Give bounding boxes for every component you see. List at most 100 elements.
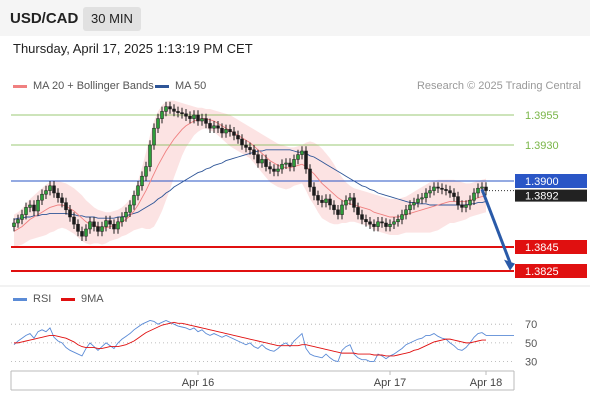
chart-header: USD/CAD 30 MIN (0, 0, 590, 36)
candle-body (320, 199, 324, 203)
candle-body (216, 125, 220, 129)
candle-body (360, 214, 364, 220)
candle-body (88, 221, 92, 230)
pivot-label-top: 1.3900 (525, 176, 559, 188)
candle-body (128, 204, 132, 213)
candle-body (16, 219, 20, 224)
candle-body (444, 189, 448, 191)
chart-datetime: Thursday, April 17, 2025 1:13:19 PM CET (13, 41, 253, 56)
candle-body (176, 111, 180, 113)
candle-body (64, 202, 68, 211)
candle-body (456, 196, 460, 206)
candle-body (168, 106, 172, 110)
copyright-text: Research © 2025 Trading Central (416, 80, 581, 92)
candle-body (124, 211, 128, 218)
candle-body (104, 220, 108, 227)
candle-body (200, 118, 204, 122)
candle-body (276, 168, 280, 172)
candle-body (264, 159, 268, 167)
candle-body (416, 198, 420, 203)
candle-body (12, 222, 16, 227)
candle-body (40, 193, 44, 201)
candle-body (76, 223, 80, 232)
candle-body (292, 159, 296, 167)
candle-body (388, 223, 392, 227)
candle-body (240, 138, 244, 146)
candle-body (20, 214, 24, 220)
candle-body (148, 144, 152, 167)
forecast-arrow-shaft (480, 188, 512, 264)
rsi-line (13, 319, 487, 363)
candle-body (300, 150, 304, 155)
candle-body (484, 186, 488, 191)
candle-body (268, 166, 272, 170)
candle-body (100, 226, 104, 232)
candle-body (460, 204, 464, 208)
level-badge-1.3845 (515, 240, 587, 254)
candle-body (96, 226, 100, 232)
x-tick-label: Apr 17 (374, 377, 406, 389)
candle-body (28, 204, 32, 208)
candle-body (296, 154, 300, 160)
candle-body (116, 221, 120, 230)
candle-body (112, 223, 116, 230)
rsi-tick-70: 70 (525, 319, 537, 331)
legend-rsi: RSI (13, 293, 51, 305)
candle-body (160, 111, 164, 119)
candle-body (220, 127, 224, 134)
candle-body (184, 113, 188, 117)
candle-body (356, 207, 360, 215)
candle-body (340, 204, 344, 215)
candle-body (380, 221, 384, 224)
level-label-1.3930: 1.3930 (525, 140, 559, 152)
candle-body (464, 204, 468, 208)
candle-body (48, 185, 52, 191)
candle-body (224, 129, 228, 134)
legend-label-9ma: 9MA (81, 293, 104, 305)
candle-body (212, 125, 216, 129)
candle-body (452, 192, 456, 197)
candle-body (252, 149, 256, 155)
last-price-badge (515, 189, 587, 202)
candle-body (404, 209, 408, 215)
candle-body (420, 197, 424, 200)
candle-body (188, 115, 192, 119)
candle-body (304, 150, 308, 170)
candle-body (72, 216, 76, 225)
candle-body (288, 162, 292, 167)
candle-body (316, 195, 320, 201)
legend-9ma: 9MA (61, 293, 104, 305)
candle-body (328, 198, 332, 206)
candle-body (424, 192, 428, 199)
timeframe-button[interactable]: 30 MIN (83, 7, 141, 31)
candle-body (332, 204, 336, 211)
level-label-1.3845: 1.3845 (525, 242, 559, 254)
symbol-label: USD/CAD (10, 10, 79, 27)
candle-body (152, 127, 156, 146)
candle-body (140, 175, 144, 187)
rsi-tick-30: 30 (525, 357, 537, 369)
candle-body (312, 186, 316, 196)
candle-body (272, 168, 276, 172)
level-label-1.3955: 1.3955 (525, 110, 559, 122)
candle-body (348, 197, 352, 201)
candle-body (256, 154, 260, 164)
candle-body (400, 214, 404, 220)
candle-body (228, 129, 232, 133)
candle-body (24, 207, 28, 215)
rsi-ma9-line (14, 321, 486, 357)
candle-body (324, 198, 328, 203)
candle-body (204, 118, 208, 124)
candle-body (172, 108, 176, 112)
candle-body (68, 209, 72, 218)
candle-body (52, 185, 56, 194)
candle-body (192, 114, 196, 119)
candle-body (396, 219, 400, 223)
candle-body (428, 190, 432, 194)
candle-body (280, 163, 284, 170)
candle-body (440, 187, 444, 190)
candle-body (136, 185, 140, 196)
candle-body (132, 195, 136, 206)
candle-body (60, 197, 64, 203)
